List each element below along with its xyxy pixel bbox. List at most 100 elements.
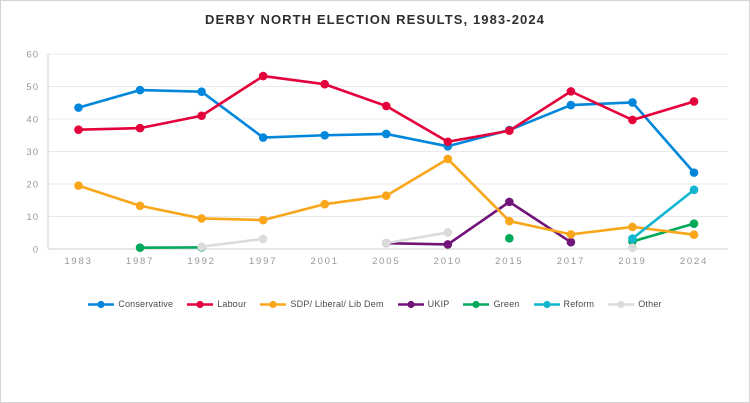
y-tick-label: 0 bbox=[33, 245, 39, 256]
y-tick-label: 50 bbox=[26, 82, 39, 93]
x-tick-label: 1987 bbox=[126, 256, 154, 267]
data-point bbox=[135, 243, 145, 252]
legend-label: SDP/ Liberal/ Lib Dem bbox=[290, 299, 384, 309]
y-tick-label: 30 bbox=[26, 147, 39, 158]
series-line bbox=[384, 200, 573, 246]
series-other bbox=[197, 228, 637, 252]
x-tick-label: 2015 bbox=[495, 256, 523, 267]
legend-item-green: Green bbox=[463, 299, 519, 309]
data-point bbox=[689, 219, 699, 228]
x-tick-label: 1983 bbox=[64, 256, 92, 267]
data-point bbox=[74, 103, 83, 112]
data-point bbox=[258, 133, 268, 142]
data-point bbox=[197, 242, 206, 252]
data-point bbox=[566, 100, 576, 110]
data-point bbox=[135, 201, 145, 211]
legend-label: Conservative bbox=[118, 299, 174, 309]
data-point bbox=[628, 115, 637, 125]
data-point bbox=[689, 168, 699, 177]
series-line bbox=[384, 231, 450, 245]
series-sdp-liberal-lib-dem bbox=[74, 154, 699, 239]
legend-swatch-icon bbox=[260, 300, 287, 308]
y-axis-labels: 0 10 20 30 40 50 60 bbox=[26, 50, 39, 256]
legend-label: Reform bbox=[563, 299, 595, 309]
y-tick-label: 40 bbox=[26, 115, 39, 126]
data-point bbox=[197, 214, 206, 223]
data-point bbox=[689, 230, 699, 239]
data-point bbox=[443, 137, 453, 147]
legend-item-other: Other bbox=[608, 299, 662, 309]
data-point bbox=[320, 199, 330, 209]
x-tick-label: 2019 bbox=[618, 256, 646, 267]
y-tick-label: 10 bbox=[26, 212, 39, 223]
y-tick-label: 60 bbox=[26, 50, 39, 61]
data-point bbox=[197, 111, 206, 121]
data-point bbox=[505, 233, 514, 243]
data-point bbox=[628, 98, 637, 107]
series-labour bbox=[74, 71, 699, 147]
data-point bbox=[135, 85, 145, 95]
data-point bbox=[505, 126, 514, 135]
data-point bbox=[443, 228, 453, 237]
gridlines bbox=[47, 53, 728, 250]
data-point bbox=[197, 87, 206, 96]
x-tick-label: 2001 bbox=[311, 256, 339, 267]
legend-item-labour: Labour bbox=[187, 299, 246, 309]
data-point bbox=[258, 234, 268, 244]
data-point bbox=[74, 125, 83, 135]
data-point bbox=[566, 230, 576, 239]
data-point bbox=[566, 237, 576, 247]
series-line bbox=[631, 188, 696, 240]
data-point bbox=[381, 129, 391, 139]
data-point bbox=[628, 234, 637, 243]
data-point bbox=[689, 185, 699, 195]
data-point bbox=[628, 243, 637, 252]
legend-label: Labour bbox=[217, 299, 247, 309]
data-point bbox=[381, 191, 391, 200]
legend-item-conservative: Conservative bbox=[88, 299, 173, 309]
data-point bbox=[258, 71, 268, 81]
legend-label: Other bbox=[638, 299, 662, 309]
data-point bbox=[443, 154, 453, 164]
chart-legend: Conservative Labour SDP/ Liberal/ Lib Dem U… bbox=[1, 299, 749, 309]
series-ukip bbox=[381, 197, 576, 249]
data-point bbox=[381, 101, 391, 111]
data-point bbox=[381, 238, 391, 248]
legend-item-sdp-liberal-lib-dem: SDP/ Liberal/ Lib Dem bbox=[260, 299, 383, 309]
legend-swatch-icon bbox=[533, 300, 560, 308]
x-tick-label: 2005 bbox=[372, 256, 400, 267]
series-line bbox=[631, 222, 696, 243]
data-point bbox=[320, 79, 330, 89]
legend-swatch-icon bbox=[608, 300, 635, 308]
data-point bbox=[443, 240, 453, 249]
legend-swatch-icon bbox=[397, 300, 424, 308]
data-point bbox=[505, 216, 514, 226]
data-point bbox=[566, 87, 576, 96]
x-tick-label: 2017 bbox=[557, 256, 585, 267]
series-conservative bbox=[74, 85, 699, 177]
legend-swatch-icon bbox=[187, 300, 214, 308]
series-green bbox=[135, 219, 699, 252]
data-point bbox=[628, 222, 637, 232]
x-tick-label: 2010 bbox=[434, 256, 462, 267]
chart-title: DERBY NORTH ELECTION RESULTS, 1983-2024 bbox=[204, 12, 546, 27]
legend-label: UKIP bbox=[427, 299, 450, 309]
series-reform bbox=[628, 185, 699, 243]
data-point bbox=[135, 123, 145, 133]
data-point bbox=[505, 197, 514, 207]
data-point bbox=[689, 97, 699, 106]
data-point bbox=[74, 181, 83, 190]
x-tick-label: 1997 bbox=[249, 256, 277, 267]
x-axis-labels: 1983 1987 1992 1997 2001 2005 2010 2015 2017 2019… bbox=[64, 256, 708, 267]
data-point bbox=[258, 215, 268, 225]
x-tick-label: 1992 bbox=[187, 256, 215, 267]
legend-swatch-icon bbox=[463, 300, 490, 308]
series-line bbox=[200, 237, 265, 249]
data-point bbox=[320, 130, 330, 140]
legend-item-reform: Reform bbox=[533, 299, 595, 309]
legend-swatch-icon bbox=[88, 300, 115, 308]
x-tick-label: 2024 bbox=[680, 256, 708, 267]
legend-label: Green bbox=[493, 299, 520, 309]
